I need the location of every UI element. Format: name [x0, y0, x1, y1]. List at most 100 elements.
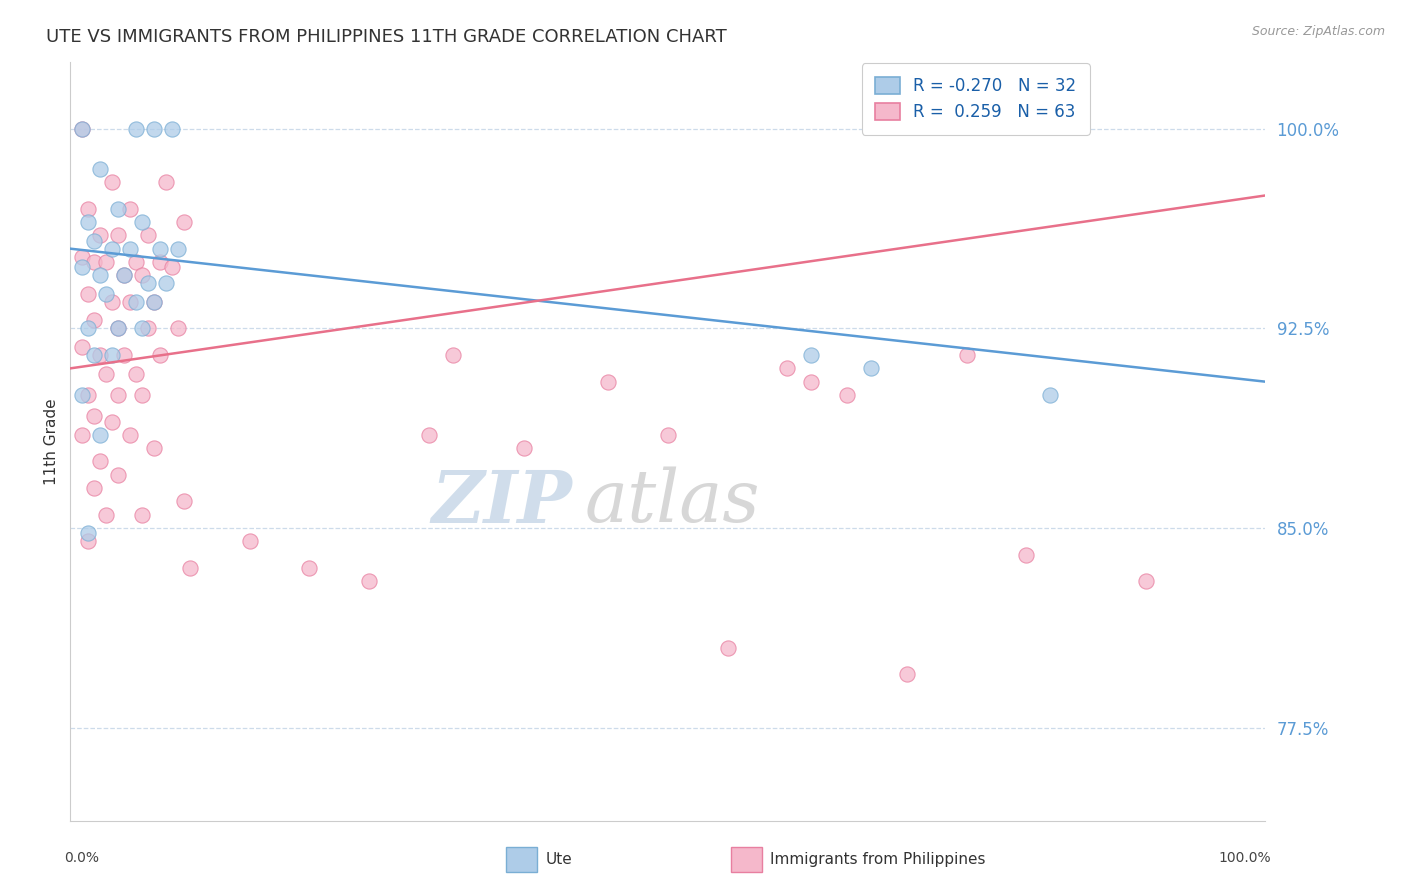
- Point: [70, 122, 93, 136]
- Point: [1039, 388, 1062, 402]
- Point: [136, 228, 159, 243]
- Point: [155, 175, 177, 189]
- Point: [173, 215, 195, 229]
- Point: [418, 428, 440, 442]
- Point: [125, 367, 148, 381]
- Point: [70, 428, 93, 442]
- Point: [77, 215, 100, 229]
- Point: [179, 561, 201, 575]
- Point: [83, 313, 105, 327]
- Point: [173, 494, 195, 508]
- Point: [359, 574, 381, 589]
- Point: [89, 428, 111, 442]
- Point: [441, 348, 464, 362]
- Point: [800, 375, 823, 389]
- Point: [143, 122, 166, 136]
- Point: [167, 242, 190, 256]
- Point: [83, 255, 105, 269]
- Point: [160, 260, 183, 275]
- Point: [101, 242, 124, 256]
- Point: [96, 508, 118, 522]
- Point: [120, 202, 141, 216]
- Point: [77, 534, 100, 549]
- Point: [112, 348, 135, 362]
- Point: [131, 321, 153, 335]
- Point: [96, 367, 118, 381]
- Point: [107, 321, 129, 335]
- Point: [101, 294, 124, 309]
- Point: [89, 454, 111, 468]
- Point: [107, 321, 129, 335]
- Point: [89, 161, 111, 176]
- Point: [155, 277, 177, 291]
- Point: [101, 175, 124, 189]
- Text: 0.0%: 0.0%: [65, 851, 100, 865]
- Point: [96, 286, 118, 301]
- Point: [149, 242, 172, 256]
- Point: [125, 122, 148, 136]
- Point: [96, 255, 118, 269]
- Point: [598, 375, 620, 389]
- Point: [298, 561, 321, 575]
- Point: [83, 234, 105, 248]
- Text: UTE VS IMMIGRANTS FROM PHILIPPINES 11TH GRADE CORRELATION CHART: UTE VS IMMIGRANTS FROM PHILIPPINES 11TH …: [46, 28, 727, 45]
- Point: [77, 388, 100, 402]
- Text: Ute: Ute: [546, 853, 572, 867]
- Point: [143, 294, 166, 309]
- Point: [83, 409, 105, 424]
- Point: [107, 228, 129, 243]
- Point: [89, 228, 111, 243]
- Point: [77, 526, 100, 541]
- Point: [143, 294, 166, 309]
- Point: [70, 260, 93, 275]
- Point: [112, 268, 135, 283]
- Point: [136, 321, 159, 335]
- Point: [120, 242, 141, 256]
- Point: [77, 202, 100, 216]
- Point: [860, 361, 883, 376]
- Point: [896, 667, 918, 681]
- Point: [107, 388, 129, 402]
- Point: [136, 277, 159, 291]
- Point: [101, 415, 124, 429]
- Point: [800, 348, 823, 362]
- Point: [89, 268, 111, 283]
- Point: [107, 467, 129, 482]
- Point: [70, 340, 93, 354]
- Point: [837, 388, 859, 402]
- Point: [77, 286, 100, 301]
- Point: [776, 361, 799, 376]
- Text: 100.0%: 100.0%: [1219, 851, 1271, 865]
- Point: [143, 441, 166, 455]
- Point: [112, 268, 135, 283]
- Point: [513, 441, 536, 455]
- Point: [125, 255, 148, 269]
- Legend: R = -0.270   N = 32, R =  0.259   N = 63: R = -0.270 N = 32, R = 0.259 N = 63: [862, 63, 1090, 135]
- Point: [83, 481, 105, 495]
- Text: Immigrants from Philippines: Immigrants from Philippines: [770, 853, 986, 867]
- Point: [167, 321, 190, 335]
- Text: ZIP: ZIP: [432, 467, 572, 538]
- Y-axis label: 11th Grade: 11th Grade: [44, 398, 59, 485]
- Point: [107, 202, 129, 216]
- Text: Source: ZipAtlas.com: Source: ZipAtlas.com: [1251, 25, 1385, 38]
- Point: [1135, 574, 1157, 589]
- Point: [1015, 548, 1038, 562]
- Point: [70, 250, 93, 264]
- Text: atlas: atlas: [585, 467, 759, 538]
- Point: [120, 428, 141, 442]
- Point: [101, 348, 124, 362]
- Point: [131, 268, 153, 283]
- Point: [131, 508, 153, 522]
- Point: [131, 388, 153, 402]
- Point: [120, 294, 141, 309]
- Point: [70, 388, 93, 402]
- Point: [70, 122, 93, 136]
- Point: [239, 534, 262, 549]
- Point: [89, 348, 111, 362]
- Point: [77, 321, 100, 335]
- Point: [717, 640, 740, 655]
- Point: [956, 348, 979, 362]
- Point: [83, 348, 105, 362]
- Point: [131, 215, 153, 229]
